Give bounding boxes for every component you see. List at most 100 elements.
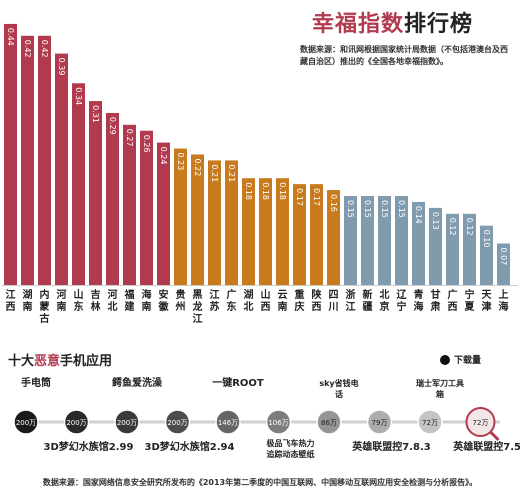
bar-7 <box>123 124 136 285</box>
bar-12 <box>208 160 221 285</box>
category-label-15: 山西 <box>261 288 271 313</box>
bar-value-label-14: 0.18 <box>244 182 253 200</box>
category-label-18: 陕西 <box>312 288 322 313</box>
category-label-23: 辽宁 <box>397 289 408 313</box>
bar-9 <box>157 142 170 285</box>
app-name-2: 鳄鱼爱洗澡 <box>112 376 163 389</box>
app-downloads-4: 146万 <box>218 419 238 427</box>
bar-21 <box>361 196 374 285</box>
app-name-6: sky省钱电话 <box>319 378 358 399</box>
bar-27 <box>463 213 476 285</box>
bar-26 <box>446 213 459 285</box>
app-downloads-1: 200万 <box>66 419 86 427</box>
bar-6 <box>106 112 119 285</box>
app-name-7: 英雄联盟控7.8.3 <box>351 440 431 453</box>
bar-14 <box>242 178 255 285</box>
bar-4 <box>72 83 85 286</box>
category-label-13: 广东 <box>227 288 237 313</box>
bar-value-label-20: 0.15 <box>346 200 355 218</box>
bar-value-label-1: 0.42 <box>23 40 32 58</box>
bar-value-label-19: 0.16 <box>329 194 338 212</box>
bar-29 <box>497 243 510 285</box>
bar-23 <box>395 196 408 285</box>
bar-value-label-12: 0.21 <box>210 164 219 182</box>
bar-19 <box>327 190 340 285</box>
category-label-28: 天津 <box>482 289 493 313</box>
category-label-27: 宁夏 <box>464 288 476 313</box>
bar-24 <box>412 201 425 285</box>
category-label-26: 广西 <box>448 288 458 313</box>
source-note-bottom: 数据来源：国家网络信息安全研究所发布的《2013年第二季度的中国互联网、中国移动… <box>42 478 478 487</box>
bar-value-label-15: 0.18 <box>261 182 270 200</box>
malicious-apps-timeline: 200万 手电筒 200万 3D梦幻水族馆2.99 200万 鳄鱼爱洗澡 200万 3D梦幻水… <box>13 376 520 459</box>
category-label-0: 江西 <box>6 288 16 313</box>
bar-value-label-22: 0.15 <box>380 200 389 218</box>
bar-value-label-27: 0.12 <box>465 218 474 236</box>
category-label-2: 内蒙古 <box>40 288 50 325</box>
bar-2 <box>38 35 51 285</box>
app-name-0: 手电筒 <box>21 376 51 389</box>
bar-25 <box>429 207 442 285</box>
app-node-8 <box>417 409 443 435</box>
app-name-5: 极品飞车热力追踪动态壁纸 <box>267 438 315 459</box>
app-name-9: 英雄联盟控7.5.3 <box>452 440 520 453</box>
bar-value-label-16: 0.18 <box>278 182 287 200</box>
bar-value-label-26: 0.12 <box>448 218 457 236</box>
bar-18 <box>310 184 323 285</box>
page-title: 幸福指数排行榜 <box>312 6 473 38</box>
category-label-10: 贵州 <box>175 288 186 313</box>
bar-value-label-9: 0.24 <box>159 147 168 165</box>
app-name-4: 一键ROOT <box>212 376 264 389</box>
app-downloads-6: 86万 <box>321 419 337 427</box>
bar-5 <box>89 101 102 285</box>
app-node-7 <box>366 409 393 435</box>
bar-1 <box>21 35 34 285</box>
app-downloads-5: 106万 <box>268 419 288 427</box>
legend-label: 下载量 <box>454 356 482 366</box>
app-node-5 <box>265 409 292 435</box>
bar-value-label-18: 0.17 <box>312 188 321 206</box>
category-label-24: 青海 <box>414 288 424 313</box>
title-highlight: 幸福指数 <box>312 11 405 37</box>
bar-16 <box>276 178 289 285</box>
category-label-29: 上海 <box>499 288 509 313</box>
category-label-20: 浙江 <box>346 288 356 313</box>
bar-value-label-10: 0.23 <box>176 153 185 171</box>
app-node-0 <box>13 409 39 435</box>
category-label-6: 河北 <box>108 289 118 313</box>
app-node-2 <box>114 409 140 435</box>
app-node-3 <box>164 409 191 435</box>
bar-value-label-25: 0.13 <box>431 212 440 230</box>
category-label-7: 福建 <box>124 288 136 313</box>
bar-15 <box>259 178 272 285</box>
apps-section-title: 十大恶意手机应用 <box>8 350 112 369</box>
source-note-top: 数据来源：和讯网根据国家统计局数据（不包括港澳台及西藏自治区）推出的《全国各地幸… <box>300 45 508 66</box>
category-label-5: 吉林 <box>91 288 102 313</box>
app-name-3: 3D梦幻水族馆2.94 <box>145 440 235 453</box>
category-label-4: 山东 <box>74 288 84 313</box>
category-label-12: 江苏 <box>210 288 220 313</box>
magnifier-handle-icon <box>489 430 500 442</box>
apps-title-highlight: 恶意 <box>34 354 61 369</box>
legend-dot-icon <box>440 354 450 365</box>
bar-0 <box>4 23 17 286</box>
bar-value-label-0: 0.44 <box>6 28 15 46</box>
app-name-1: 3D梦幻水族馆2.99 <box>44 440 134 453</box>
app-downloads-9: 72万 <box>473 419 489 427</box>
app-node-1 <box>63 409 90 435</box>
bar-value-label-2: 0.42 <box>40 40 49 58</box>
bar-20 <box>344 196 357 285</box>
category-label-9: 安徽 <box>158 288 170 313</box>
category-label-25: 甘肃 <box>431 288 441 313</box>
bar-value-label-17: 0.17 <box>295 188 304 206</box>
app-node-4 <box>215 409 241 435</box>
category-label-22: 北京 <box>380 288 390 313</box>
apps-title-pre: 十大 <box>8 354 35 369</box>
app-node-6 <box>316 409 342 435</box>
category-label-8: 海南 <box>142 288 152 313</box>
app-downloads-0: 200万 <box>16 419 36 427</box>
category-label-17: 重庆 <box>294 288 305 313</box>
bar-value-label-24: 0.14 <box>414 206 423 224</box>
bar-22 <box>378 196 391 285</box>
bar-value-label-11: 0.22 <box>193 158 202 176</box>
